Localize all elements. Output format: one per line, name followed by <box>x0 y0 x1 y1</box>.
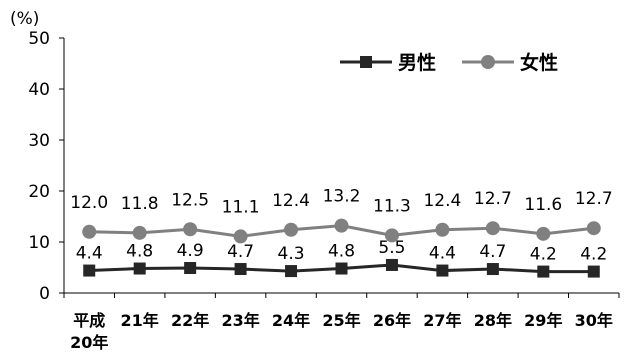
data-point <box>132 225 147 240</box>
data-label: 4.9 <box>177 241 204 261</box>
x-tick-label: 20年 <box>70 333 108 352</box>
data-point <box>285 265 298 278</box>
data-label: 12.0 <box>70 193 108 213</box>
data-label: 11.8 <box>121 194 159 214</box>
x-tick-label: 25年 <box>322 311 360 330</box>
data-label: 12.7 <box>575 189 613 209</box>
data-label: 12.5 <box>171 190 209 210</box>
data-label: 4.2 <box>530 245 557 265</box>
data-point <box>82 224 97 239</box>
data-label: 4.7 <box>227 242 254 262</box>
data-label: 4.2 <box>580 245 607 265</box>
data-point <box>385 258 398 271</box>
data-label: 11.3 <box>373 196 411 216</box>
data-labels: 4.4 4.8 4.9 4.7 4.3 4.8 5.5 4.4 4.7 4.2 4.2 12.0 11.… <box>70 187 612 265</box>
data-label: 4.4 <box>76 244 103 264</box>
data-label: 4.3 <box>278 244 305 264</box>
data-point <box>284 222 299 237</box>
data-label: 11.1 <box>222 197 260 217</box>
legend-marker <box>360 56 372 68</box>
y-tick-label: 20 <box>28 182 50 202</box>
legend-label: 女性 <box>520 51 558 74</box>
y-tick-label: 0 <box>39 284 50 304</box>
series-group <box>82 218 601 278</box>
y-unit-label: (%) <box>10 9 39 29</box>
data-label: 4.8 <box>126 242 153 262</box>
data-point <box>586 221 601 236</box>
data-point <box>184 262 197 275</box>
data-point <box>587 265 600 278</box>
y-ticks: 0 10 20 30 40 50 <box>28 29 64 304</box>
data-label: 11.6 <box>524 195 562 215</box>
data-point <box>435 222 450 237</box>
x-tick-label: 30年 <box>575 311 613 330</box>
data-point <box>436 264 449 277</box>
y-tick-label: 30 <box>28 131 50 151</box>
data-point <box>83 264 96 277</box>
data-label: 13.2 <box>323 187 361 207</box>
data-label: 12.7 <box>474 189 512 209</box>
y-tick-label: 10 <box>28 233 50 253</box>
data-point <box>486 263 499 276</box>
data-point <box>335 262 348 275</box>
x-tick-label: 21年 <box>121 311 159 330</box>
axes <box>63 38 619 294</box>
data-label: 4.4 <box>429 244 456 264</box>
x-tick-label: 26年 <box>373 311 411 330</box>
data-point <box>536 226 551 241</box>
y-tick-label: 50 <box>28 29 50 49</box>
data-point <box>183 222 198 237</box>
x-tick-label: 28年 <box>474 311 512 330</box>
data-label: 12.4 <box>423 191 461 211</box>
x-tick-label: 23年 <box>221 311 259 330</box>
x-tick-label: 29年 <box>524 311 562 330</box>
data-label: 12.4 <box>272 191 310 211</box>
legend-marker <box>481 55 495 69</box>
data-point <box>334 218 349 233</box>
data-point <box>537 265 550 278</box>
x-tick-label: 平成 <box>73 311 105 330</box>
data-point <box>485 221 500 236</box>
data-point <box>234 263 247 276</box>
data-point <box>133 262 146 275</box>
y-tick-label: 40 <box>28 80 50 100</box>
data-label: 5.5 <box>378 238 405 258</box>
data-point <box>384 228 399 243</box>
legend: 男性 女性 <box>340 51 558 74</box>
data-label: 4.7 <box>479 242 506 262</box>
x-ticks: 平成 20年 21年 22年 23年 24年 25年 26年 27年 28年 29年 30年 <box>63 293 620 352</box>
x-tick-label: 22年 <box>171 311 209 330</box>
data-label: 4.8 <box>328 242 355 262</box>
data-point <box>233 229 248 244</box>
legend-label: 男性 <box>398 51 436 74</box>
x-tick-label: 27年 <box>423 311 461 330</box>
x-tick-label: 24年 <box>272 311 310 330</box>
